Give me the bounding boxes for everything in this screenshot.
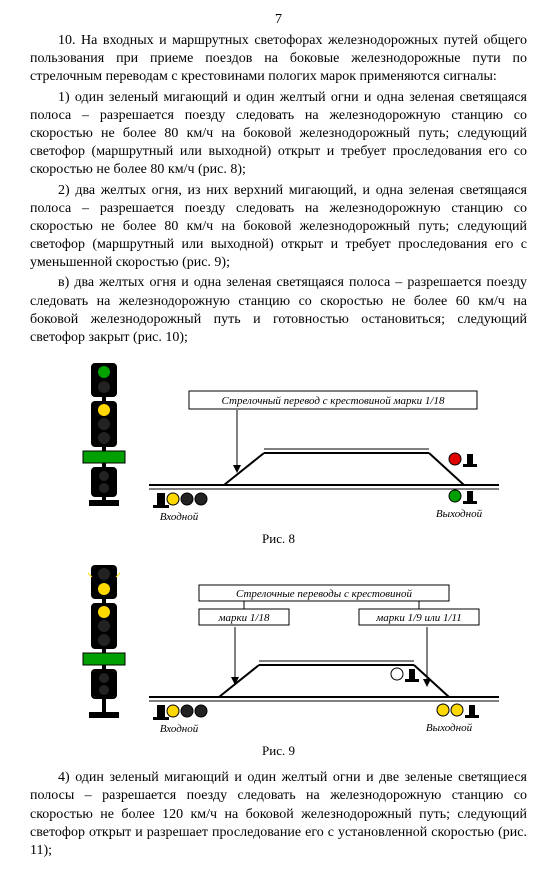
- figure-9: Стрелочные переводы с крестовиной марки …: [30, 557, 527, 737]
- main-signal-9: [83, 565, 125, 718]
- para-v: в) два желтых огня и одна зеленая светящ…: [30, 274, 527, 347]
- fig9-right-label: марки 1/9 или 1/11: [375, 612, 462, 624]
- caption-9: Рис. 9: [30, 743, 527, 759]
- fig8-out-label: Выходной: [435, 508, 482, 520]
- figure-8: Стрелочный перевод с крестовиной марки 1…: [30, 355, 527, 525]
- track-diagram-9: Стрелочные переводы с крестовиной марки …: [149, 585, 499, 701]
- para-1: 1) один зеленый мигающий и один желтый о…: [30, 89, 527, 180]
- figure-9-svg: Стрелочные переводы с крестовиной марки …: [49, 557, 509, 737]
- para-2: 2) два желтых огня, из них верхний мигаю…: [30, 182, 527, 273]
- exit-signals-8: Выходной: [435, 453, 482, 520]
- fig8-in-label: Входной: [159, 511, 198, 523]
- page-number: 7: [30, 12, 527, 28]
- dwarf-entrance-8: Входной: [153, 493, 207, 523]
- fig9-top-label: Стрелочные переводы с крестовиной: [235, 588, 412, 600]
- dwarf-entrance-9: Входной: [153, 705, 207, 735]
- fig9-left-label: марки 1/18: [217, 612, 269, 624]
- fig9-in-label: Входной: [159, 723, 198, 735]
- caption-8: Рис. 8: [30, 531, 527, 547]
- para-4: 4) один зеленый мигающий и один желтый о…: [30, 769, 527, 860]
- fig8-switch-label: Стрелочный перевод с крестовиной марки 1…: [221, 395, 444, 407]
- track-diagram-8: Стрелочный перевод с крестовиной марки 1…: [149, 391, 499, 489]
- main-signal: [83, 363, 125, 506]
- fig9-out-label: Выходной: [425, 722, 472, 734]
- page: 7 10. На входных и маршрутных светофорах…: [0, 0, 557, 882]
- para-intro: 10. На входных и маршрутных светофорах ж…: [30, 32, 527, 87]
- figure-8-svg: Стрелочный перевод с крестовиной марки 1…: [49, 355, 509, 525]
